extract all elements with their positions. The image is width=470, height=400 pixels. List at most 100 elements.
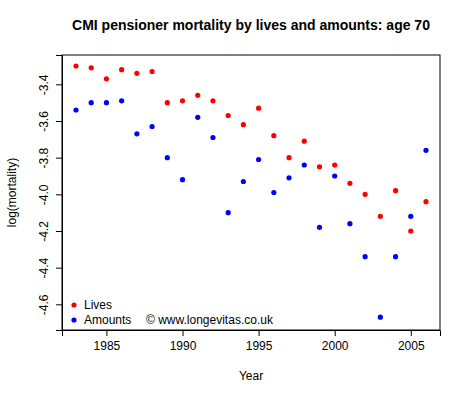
point [271, 133, 276, 138]
point [134, 71, 139, 76]
y-tick-mark [56, 158, 62, 159]
point [165, 100, 170, 105]
y-tick: -4.6 [37, 294, 62, 315]
point [271, 190, 276, 195]
x-tick-mark [411, 330, 412, 336]
point [302, 162, 307, 167]
title: CMI pensioner mortality by lives and amo… [72, 17, 430, 33]
y-tick-mark [56, 121, 62, 122]
x-tick-mark [259, 330, 260, 336]
point [73, 63, 78, 68]
x-tick: 1995 [246, 330, 273, 353]
point [149, 124, 154, 129]
x-tick-label: 1985 [94, 339, 121, 353]
y-tick-mark [56, 231, 62, 232]
point [149, 69, 154, 74]
y-tick-label: -4.2 [37, 221, 51, 242]
point [104, 76, 109, 81]
legend-marker [71, 302, 76, 307]
point [286, 155, 291, 160]
y-axis-line [56, 56, 63, 331]
y-tick: -3.4 [37, 74, 62, 95]
point [332, 162, 337, 167]
y-tick-mark [56, 304, 62, 305]
point [393, 254, 398, 259]
x-axis: 1985 1990 1995 2000 2005 [63, 330, 441, 353]
y-tick-mark [56, 194, 62, 195]
point [73, 107, 78, 112]
point [317, 164, 322, 169]
point [210, 135, 215, 140]
point [119, 67, 124, 72]
y-tick: -3.6 [37, 111, 62, 132]
point [378, 315, 383, 320]
x-tick: 1985 [94, 330, 121, 353]
point [332, 173, 337, 178]
y-axis: -4.6 -4.4 -4.2 -4.0 -3.8 -3.6 -3.4 [37, 56, 63, 331]
chart: 1985 1990 1995 2000 2005 -4.6 -4.4 -4.2 -4.0 -3.8… [0, 0, 470, 400]
point [286, 175, 291, 180]
point [210, 98, 215, 103]
y-tick-label: -4.0 [37, 184, 51, 205]
point [393, 188, 398, 193]
point [119, 98, 124, 103]
legend-label: Lives [84, 298, 112, 312]
y-tick-label: -4.4 [37, 258, 51, 279]
point [408, 228, 413, 233]
point [241, 179, 246, 184]
point [378, 214, 383, 219]
point [226, 113, 231, 118]
y-axis-title: log(mortality) [5, 158, 19, 227]
point [363, 192, 368, 197]
x-tick-label: 2000 [322, 339, 349, 353]
point [363, 254, 368, 259]
y-tick-label: -3.6 [37, 111, 51, 132]
plot-frame [62, 55, 440, 330]
point [195, 115, 200, 120]
y-tick: -3.8 [37, 148, 62, 169]
y-tick: -4.0 [37, 184, 62, 205]
x-tick-label: 1990 [170, 339, 197, 353]
legend: LivesAmounts [71, 298, 131, 327]
x-tick-mark [183, 330, 184, 336]
point [89, 65, 94, 70]
point [195, 93, 200, 98]
x-tick: 2000 [322, 330, 349, 353]
y-tick: -4.2 [37, 221, 62, 242]
plot-area: 1985 1990 1995 2000 2005 -4.6 -4.4 -4.2 -4.0 -3.8… [37, 55, 441, 353]
y-tick-mark [56, 268, 62, 269]
x-tick: 2005 [398, 330, 425, 353]
x-axis-line [63, 331, 441, 337]
y-tick: -4.4 [37, 258, 62, 279]
x-tick-label: 2005 [398, 339, 425, 353]
x-tick: 1990 [170, 330, 197, 353]
point [302, 139, 307, 144]
point [347, 181, 352, 186]
y-tick-label: -3.8 [37, 148, 51, 169]
y-tick-label: -4.6 [37, 294, 51, 315]
point [180, 177, 185, 182]
point [423, 148, 428, 153]
point [165, 155, 170, 160]
annotation: © www.longevitas.co.uk [146, 313, 274, 327]
point [256, 106, 261, 111]
point [408, 214, 413, 219]
point [423, 199, 428, 204]
point [89, 100, 94, 105]
point [241, 122, 246, 127]
y-tick-label: -3.4 [37, 74, 51, 95]
x-tick-label: 1995 [246, 339, 273, 353]
legend-marker [71, 317, 76, 322]
point [180, 98, 185, 103]
point [104, 100, 109, 105]
point [256, 157, 261, 162]
point [226, 210, 231, 215]
point [317, 225, 322, 230]
x-tick-mark [335, 330, 336, 336]
x-tick-mark [106, 330, 107, 336]
point [134, 131, 139, 136]
legend-label: Amounts [84, 313, 131, 327]
points [73, 63, 428, 319]
x-axis-title: Year [239, 369, 263, 383]
point [347, 221, 352, 226]
